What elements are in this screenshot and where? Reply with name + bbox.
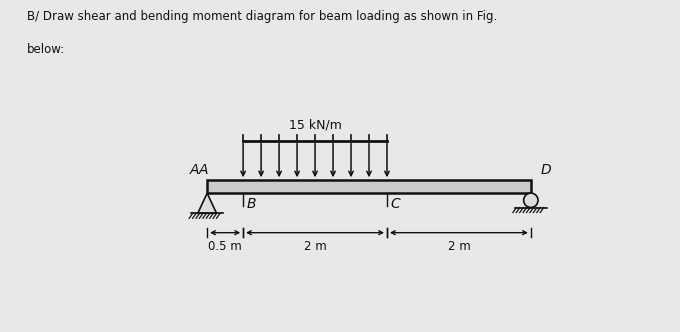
Text: 2 m: 2 m xyxy=(304,240,326,253)
Text: A: A xyxy=(199,163,208,177)
Text: 0.5 m: 0.5 m xyxy=(208,240,242,253)
Text: B/ Draw shear and bending moment diagram for beam loading as shown in Fig.: B/ Draw shear and bending moment diagram… xyxy=(27,10,498,23)
Text: below:: below: xyxy=(27,43,65,56)
Text: D: D xyxy=(541,163,551,177)
Circle shape xyxy=(524,193,538,208)
Text: C: C xyxy=(390,198,401,211)
Text: A: A xyxy=(190,163,199,177)
Polygon shape xyxy=(198,193,216,213)
Text: 15 kN/m: 15 kN/m xyxy=(288,119,341,132)
Text: 2 m: 2 m xyxy=(447,240,471,253)
Text: B: B xyxy=(247,198,256,211)
Bar xyxy=(207,180,531,193)
